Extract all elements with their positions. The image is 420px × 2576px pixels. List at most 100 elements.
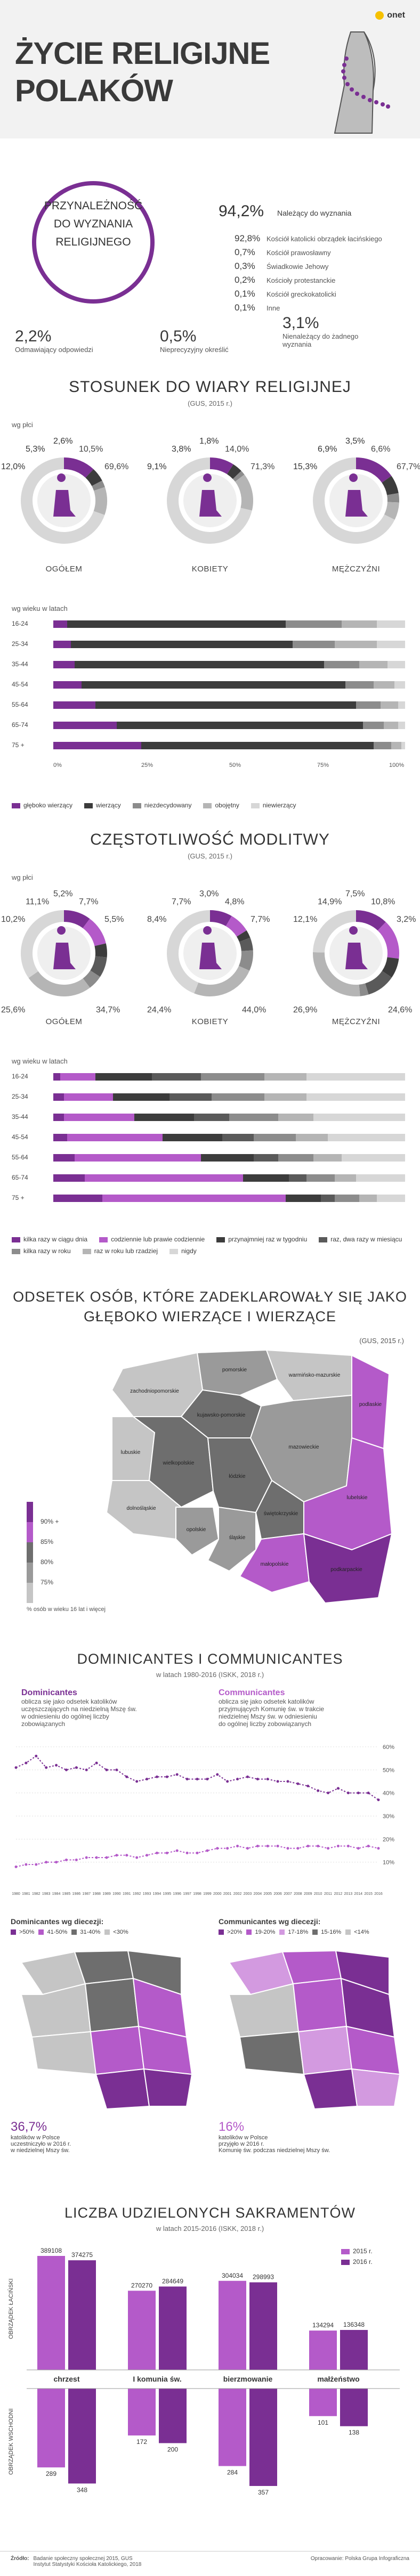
dom-map-legend: >50% 41-50% 31-40% <30% xyxy=(11,1929,128,1935)
data-point xyxy=(256,1844,259,1847)
donut-title: OGÓŁEM xyxy=(45,565,83,574)
age-label: 75 + xyxy=(12,1194,25,1201)
com-label: Communicantes xyxy=(219,1688,285,1697)
legend-label: nigdy xyxy=(181,1247,197,1255)
bar-segment xyxy=(377,641,405,648)
com-desc: oblicza się jako odsetek katolików xyxy=(219,1698,314,1705)
legend-item: wierzący xyxy=(84,802,121,809)
data-point xyxy=(85,1768,88,1771)
donut-value-label: 7,7% xyxy=(172,897,191,906)
donut-value-label: 10,8% xyxy=(371,897,395,906)
data-point xyxy=(276,1844,279,1847)
bar-segment xyxy=(134,1114,194,1121)
bar-segment xyxy=(264,1073,307,1081)
donut-slice xyxy=(382,956,399,978)
bar-segment xyxy=(201,1154,254,1162)
donut-value-label: 3,0% xyxy=(199,889,219,898)
data-point xyxy=(55,1861,58,1864)
data-point xyxy=(115,1768,118,1771)
data-point xyxy=(35,1754,38,1757)
stacked-bar-row xyxy=(53,701,405,709)
donut-slice xyxy=(63,457,94,478)
bar-segment xyxy=(264,1093,307,1101)
item-pct: 92,8% xyxy=(235,233,261,243)
x-tick-label: 1992 xyxy=(133,1892,141,1896)
donut-value-label: 11,1% xyxy=(26,897,50,906)
x-tick-label: 2002 xyxy=(233,1892,242,1896)
bar-value-label: 374275 xyxy=(71,2251,93,2259)
legend-label: codziennie lub prawie codziennie xyxy=(111,1236,205,1243)
age-label: 75 + xyxy=(12,741,25,749)
bar-segment xyxy=(53,1174,85,1182)
data-point xyxy=(317,1789,320,1792)
com-desc: przyjmujących Komunię św. w trakcie xyxy=(219,1705,325,1713)
x-tick-label: 2011 xyxy=(324,1892,332,1896)
onet-logo-icon xyxy=(375,11,384,20)
donut-value-label: 3,2% xyxy=(397,915,416,924)
sacraments-chart: 389108 289 374275 348 chrzest 270270 172 284649… xyxy=(27,2247,400,2496)
category-label: małżeństwo xyxy=(317,2375,359,2383)
data-point xyxy=(346,1844,350,1847)
legend-item: niewierzący xyxy=(251,802,296,809)
poland-map: pomorskie zachodniopomorskie warmińsko-m… xyxy=(106,1349,393,1604)
legend-label: 31-40% xyxy=(80,1929,101,1935)
dom-stat: 36,7% katolików w Polsce uczestniczyło w… xyxy=(11,2120,71,2154)
data-point xyxy=(296,1847,300,1850)
map-label: zachodniopomorskie xyxy=(130,1388,179,1394)
x-tick-label: 2001 xyxy=(223,1892,232,1896)
bar-segment xyxy=(342,1154,405,1162)
legend-item: 2015 r. xyxy=(341,2247,373,2255)
stacked-bar-row xyxy=(53,1195,405,1202)
data-point xyxy=(115,1854,118,1857)
com-stat-desc: Komunię św. podczas niedzielnej Mszy św. xyxy=(219,2147,330,2154)
item-pct: 0,1% xyxy=(235,289,255,299)
praying-person-icon xyxy=(345,473,368,517)
affiliation-items: 92,8% Kościół katolicki obrządek łaciński… xyxy=(235,233,382,316)
category-label: I komunia św. xyxy=(133,2375,181,2383)
box-label-line: RELIGIJNEGO xyxy=(55,236,131,248)
donut-slice xyxy=(63,910,90,928)
source-label: Źródło: xyxy=(11,2556,29,2562)
data-point xyxy=(64,1858,68,1861)
prayer-section: CZĘSTOTLIWOŚĆ MODLITWY (GUS, 2015 r.) wg… xyxy=(0,831,420,1273)
by-sex-label: wg płci xyxy=(12,421,33,429)
attitude-source: (GUS, 2015 r.) xyxy=(188,399,232,407)
donut-value-label: 3,5% xyxy=(345,437,365,446)
legend-swatch xyxy=(132,803,141,808)
com-stat-value: 16% xyxy=(219,2120,245,2134)
data-point xyxy=(175,1849,179,1852)
bar-segment xyxy=(345,681,374,689)
believers-source: (GUS, 2015 r.) xyxy=(359,1337,404,1345)
bar-value-label: 284 xyxy=(227,2469,238,2476)
com-desc: niedzielnej Mszy św. w odniesieniu xyxy=(219,1713,317,1720)
bar-value-label: 200 xyxy=(167,2446,178,2454)
bar-value-label: 172 xyxy=(136,2438,147,2446)
bar-segment xyxy=(53,1154,75,1162)
data-point xyxy=(317,1844,320,1847)
donut-slice xyxy=(209,457,233,475)
donut-slice xyxy=(235,475,253,511)
praying-person-icon xyxy=(199,926,222,969)
donut-value-label: 9,1% xyxy=(147,462,167,471)
brand-logo[interactable]: onet xyxy=(375,11,405,20)
dominicantes-section: DOMINICANTES I COMMUNICANTES w latach 19… xyxy=(0,1651,420,2194)
prayer-legend: kilka razy w ciągu dnia codziennie lub pr… xyxy=(12,1236,417,1259)
bar-segment xyxy=(292,641,335,648)
map-label: lubelskie xyxy=(347,1495,368,1501)
legend-label: raz w roku lub rzadziej xyxy=(94,1247,158,1255)
attitude-legend: głęboko wierzący wierzący niezdecydowany ob… xyxy=(12,802,417,813)
data-point xyxy=(196,1778,199,1781)
stacked-bar-row xyxy=(53,742,405,749)
data-point xyxy=(246,1775,249,1778)
page-title: ŻYCIE RELIGIJNE POLAKÓW xyxy=(15,38,270,107)
source-text: Badanie społeczny społecznej 2015, GUS xyxy=(33,2556,133,2562)
bar-segment xyxy=(359,661,387,668)
bar-value-label: 348 xyxy=(77,2486,87,2493)
bar-segment xyxy=(320,1195,335,1202)
bar-segment xyxy=(74,1154,201,1162)
donut-title: MĘŻCZYŹNI xyxy=(332,565,381,574)
data-point xyxy=(45,1766,48,1769)
x-tick-label: 1997 xyxy=(183,1892,191,1896)
map-label: pomorskie xyxy=(222,1367,247,1373)
bar-value-label: 136348 xyxy=(343,2321,365,2328)
